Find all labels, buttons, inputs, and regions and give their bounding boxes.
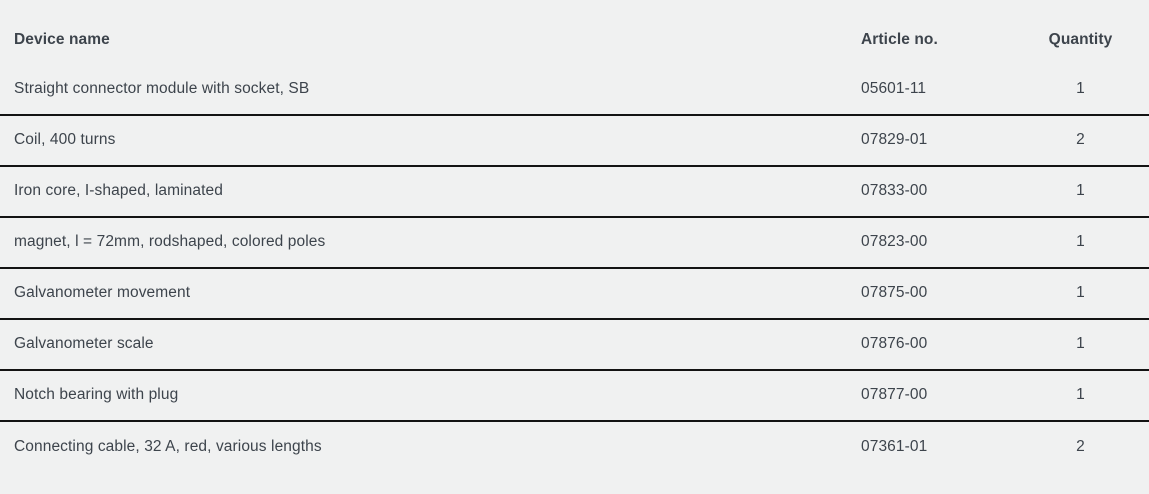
quantity-cell: 2 bbox=[1076, 131, 1085, 149]
column-header-quantity: Quantity bbox=[1048, 30, 1113, 48]
article-no-cell: 07877-00 bbox=[861, 386, 928, 404]
device-name-cell: Notch bearing with plug bbox=[14, 386, 179, 404]
table-header-row: Device name Article no. Quantity bbox=[0, 15, 1149, 65]
quantity-cell: 1 bbox=[1076, 233, 1085, 251]
quantity-cell: 1 bbox=[1076, 386, 1085, 404]
device-name-cell: magnet, l = 72mm, rodshaped, colored pol… bbox=[14, 233, 326, 251]
article-no-cell: 07829-01 bbox=[861, 131, 928, 149]
table-row: Connecting cable, 32 A, red, various len… bbox=[0, 422, 1149, 473]
device-name-cell: Straight connector module with socket, S… bbox=[14, 80, 310, 98]
table-row: Galvanometer scale 07876-00 1 bbox=[0, 320, 1149, 371]
device-name-cell: Connecting cable, 32 A, red, various len… bbox=[14, 438, 322, 456]
article-no-cell: 07833-00 bbox=[861, 182, 928, 200]
device-name-cell: Iron core, I-shaped, laminated bbox=[14, 182, 223, 200]
device-name-cell: Galvanometer movement bbox=[14, 284, 191, 302]
table-row: Notch bearing with plug 07877-00 1 bbox=[0, 371, 1149, 422]
table-row: Straight connector module with socket, S… bbox=[0, 65, 1149, 116]
article-no-cell: 07361-01 bbox=[861, 438, 928, 456]
column-header-article-no: Article no. bbox=[861, 30, 938, 48]
device-name-cell: Galvanometer scale bbox=[14, 335, 154, 353]
equipment-table: Device name Article no. Quantity Straigh… bbox=[0, 15, 1149, 473]
table-row: magnet, l = 72mm, rodshaped, colored pol… bbox=[0, 218, 1149, 269]
article-no-cell: 07876-00 bbox=[861, 335, 928, 353]
quantity-cell: 1 bbox=[1076, 80, 1085, 98]
quantity-cell: 1 bbox=[1076, 335, 1085, 353]
column-header-device-name: Device name bbox=[14, 30, 110, 48]
device-name-cell: Coil, 400 turns bbox=[14, 131, 116, 149]
article-no-cell: 07875-00 bbox=[861, 284, 928, 302]
table-row: Galvanometer movement 07875-00 1 bbox=[0, 269, 1149, 320]
article-no-cell: 05601-11 bbox=[861, 80, 927, 98]
quantity-cell: 1 bbox=[1076, 284, 1085, 302]
quantity-cell: 1 bbox=[1076, 182, 1085, 200]
table-row: Coil, 400 turns 07829-01 2 bbox=[0, 116, 1149, 167]
article-no-cell: 07823-00 bbox=[861, 233, 928, 251]
table-row: Iron core, I-shaped, laminated 07833-00 … bbox=[0, 167, 1149, 218]
quantity-cell: 2 bbox=[1076, 438, 1085, 456]
